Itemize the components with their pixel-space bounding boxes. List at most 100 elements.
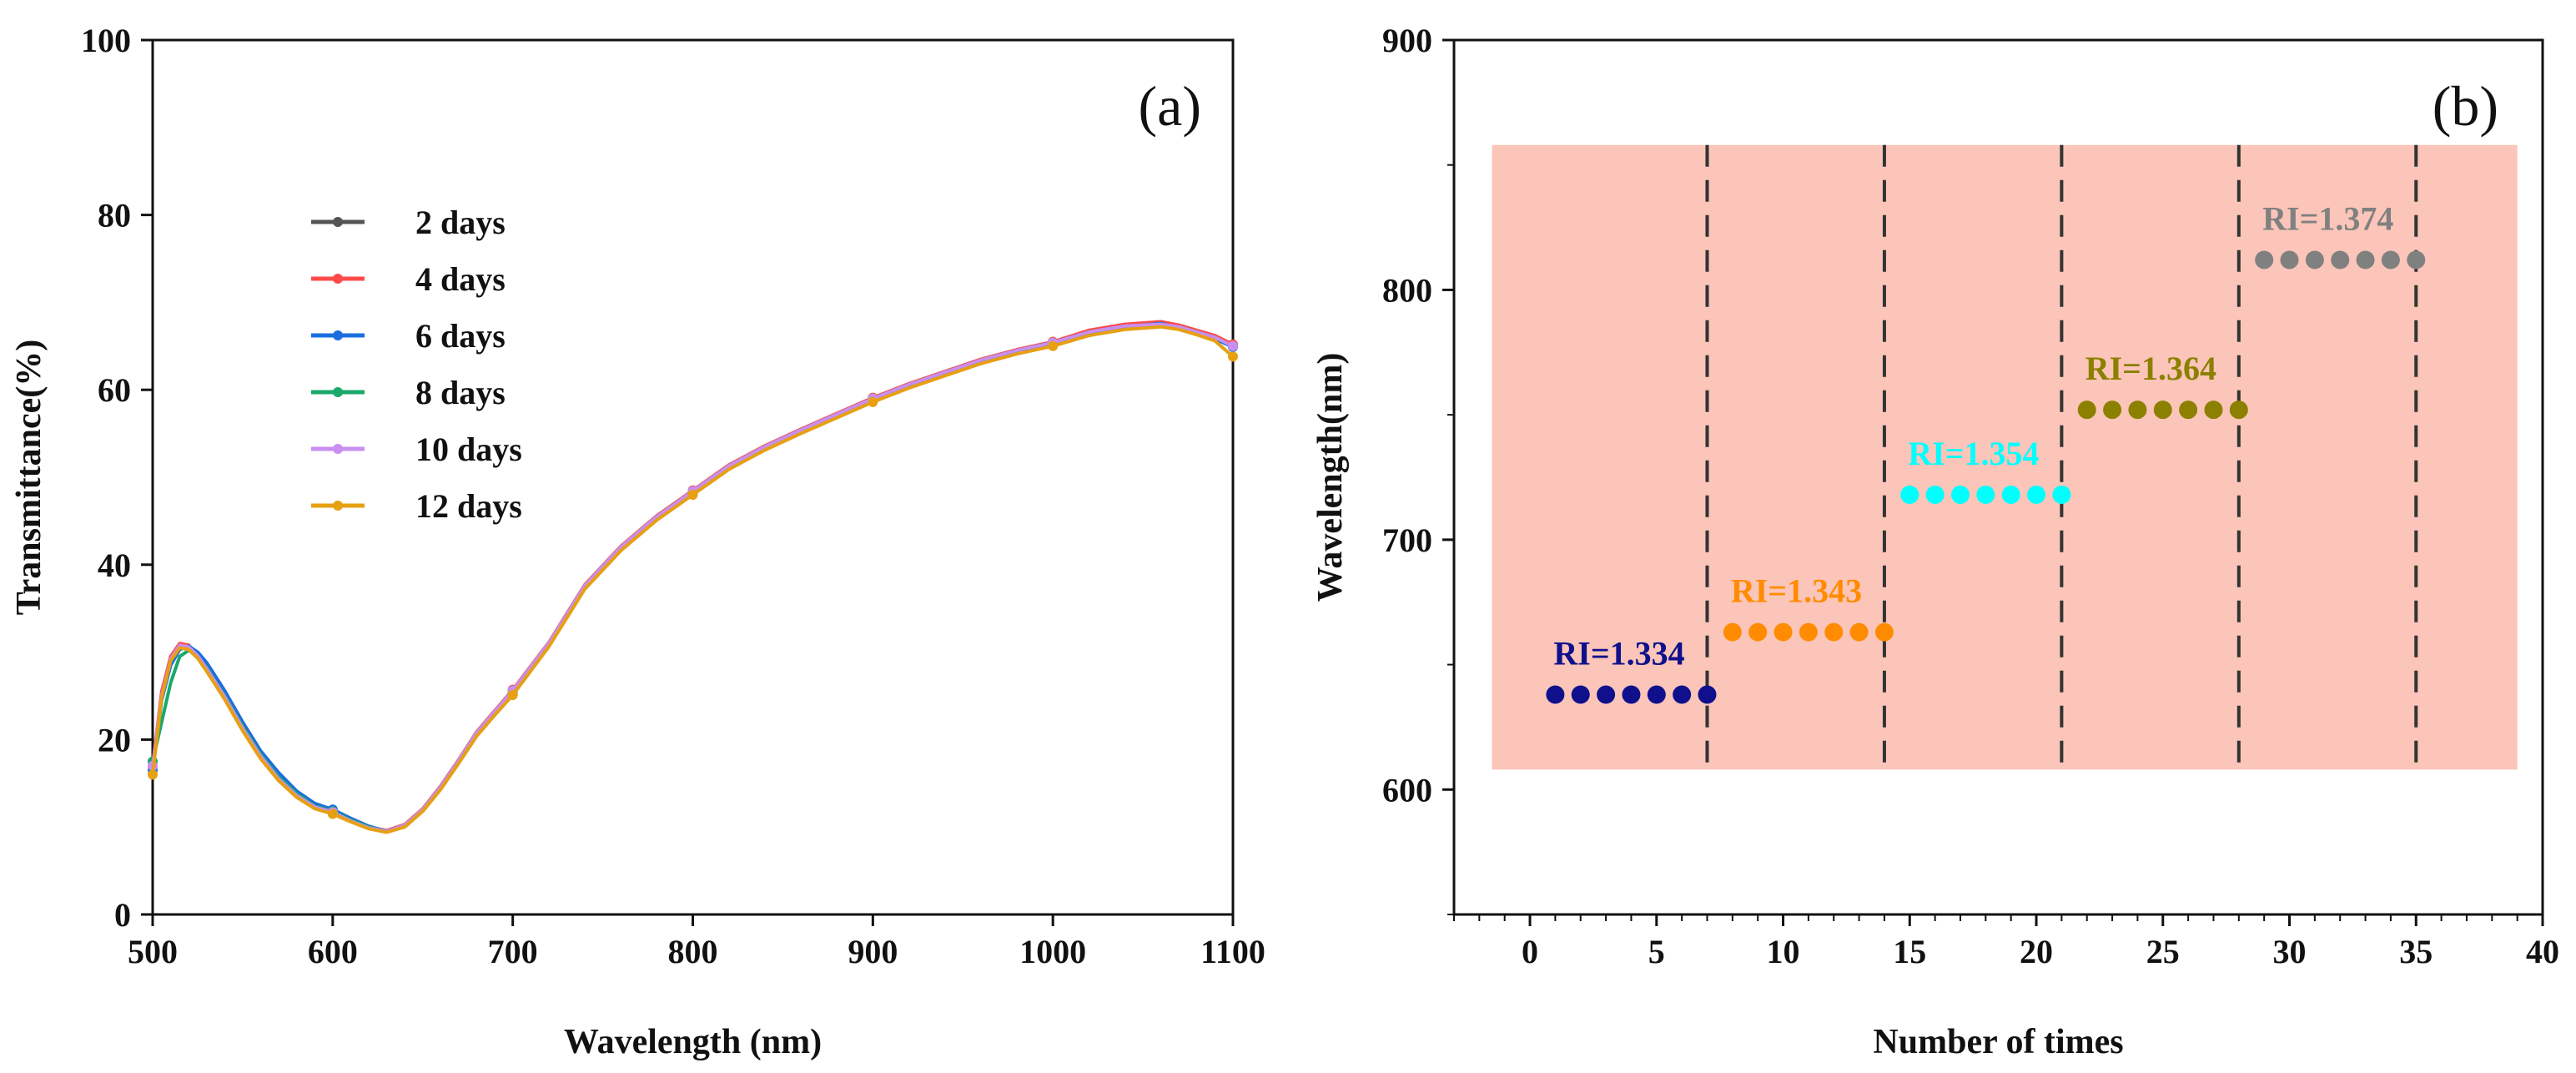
legend-label: 6 days — [415, 317, 506, 355]
series-line-4-days — [151, 320, 1234, 833]
legend-marker — [333, 330, 343, 340]
x-axis-title-b: Number of times — [1873, 1023, 2123, 1061]
ri-label: RI=1.334 — [1553, 635, 1684, 673]
ri-label: RI=1.343 — [1731, 572, 1862, 610]
y-axis-title-b: Wavelength(nm) — [1311, 353, 1350, 602]
series-marker — [148, 769, 158, 780]
data-point — [2204, 400, 2223, 420]
data-point — [1571, 685, 1590, 704]
data-point — [1950, 485, 1970, 504]
x-tick-label-a: 600 — [308, 933, 358, 970]
x-tick-label-a: 1100 — [1200, 933, 1265, 970]
data-point — [2305, 250, 2324, 270]
y-tick-label-a: 20 — [98, 721, 131, 758]
y-tick-label-a: 0 — [114, 896, 131, 934]
plot-frame-a — [151, 38, 1235, 916]
panel-b: 0 5 10 15 20 25 30 35 40 600 700 800 900 Number of ti… — [1311, 22, 2559, 1061]
data-point — [1647, 685, 1666, 704]
series-line-8-days — [151, 322, 1234, 834]
series-marker — [1228, 351, 1238, 362]
data-point — [1673, 685, 1692, 704]
series-marker — [1048, 340, 1059, 351]
data-point — [1597, 685, 1616, 704]
y-tick-label-a: 60 — [98, 371, 131, 409]
data-point — [2255, 250, 2274, 270]
data-point — [1546, 685, 1565, 704]
x-tick-label-b: 30 — [2273, 933, 2307, 970]
plot-frame-b — [1452, 38, 2544, 916]
legend-label: 8 days — [415, 374, 506, 411]
data-point — [1723, 622, 1742, 642]
data-point — [2179, 400, 2198, 420]
data-point — [2229, 400, 2248, 420]
data-point — [1900, 485, 1919, 504]
data-point — [2153, 400, 2172, 420]
y-axis-title-a: Transmittance(%) — [10, 340, 48, 615]
series-marker — [1228, 340, 1238, 351]
data-point — [1799, 622, 1818, 642]
y-tick-label-b: 600 — [1382, 771, 1432, 809]
y-tick-label-b: 800 — [1382, 271, 1432, 309]
series-line-12-days — [151, 325, 1235, 834]
x-tick-label-a: 800 — [668, 933, 718, 970]
x-tick-label-b: 40 — [2526, 933, 2559, 970]
panel-tag-a: (a) — [1139, 74, 1201, 138]
data-point — [1824, 622, 1844, 642]
panel-tag-b: (b) — [2433, 74, 2498, 138]
data-point — [1874, 622, 1894, 642]
panel-a: 500 600 700 800 900 1000 1100 0 20 40 60 80 100 Wavel… — [10, 22, 1265, 1061]
data-point — [1849, 622, 1869, 642]
shaded-region — [1492, 144, 2518, 770]
data-point — [2103, 400, 2122, 420]
x-tick-label-b: 0 — [1522, 933, 1538, 970]
x-tick-label-b: 35 — [2399, 933, 2433, 970]
data-point — [2001, 485, 2020, 504]
series-line-6-days — [151, 321, 1234, 834]
data-point — [2381, 250, 2400, 270]
x-tick-label-a: 700 — [488, 933, 538, 970]
legend-marker — [333, 501, 343, 511]
legend-marker — [333, 274, 343, 284]
data-point — [2077, 400, 2096, 420]
series-marker — [507, 689, 518, 700]
ri-label: RI=1.364 — [2085, 350, 2216, 387]
data-point — [2052, 485, 2071, 504]
x-tick-label-a: 900 — [848, 933, 898, 970]
data-point — [1748, 622, 1768, 642]
data-point — [2407, 250, 2426, 270]
data-point — [2128, 400, 2147, 420]
data-point — [1925, 485, 1945, 504]
x-tick-label-a: 500 — [128, 933, 178, 970]
x-tick-label-b: 15 — [1893, 933, 1926, 970]
data-point — [1622, 685, 1641, 704]
x-tick-label-b: 5 — [1648, 933, 1665, 970]
x-tick-label-a: 1000 — [1019, 933, 1086, 970]
series-marker — [868, 396, 878, 407]
y-tick-label-a: 40 — [98, 547, 131, 584]
legend-marker — [333, 217, 343, 227]
legend-marker — [333, 387, 343, 397]
series-line-10-days — [151, 322, 1234, 834]
legend-label: 4 days — [415, 260, 506, 298]
x-tick-label-b: 20 — [2020, 933, 2053, 970]
data-point — [2027, 485, 2046, 504]
data-point — [2331, 250, 2350, 270]
y-tick-label-b: 700 — [1382, 521, 1432, 559]
legend-marker — [333, 444, 343, 454]
ri-label: RI=1.354 — [1908, 435, 2039, 472]
legend-label: 12 days — [415, 487, 522, 525]
y-tick-label-b: 900 — [1382, 22, 1432, 59]
x-axis-title-a: Wavelength (nm) — [564, 1023, 822, 1061]
ri-label: RI=1.374 — [2262, 199, 2393, 237]
data-point — [2280, 250, 2299, 270]
legend-label: 10 days — [415, 431, 522, 468]
y-tick-label-a: 100 — [81, 22, 131, 59]
x-tick-label-b: 25 — [2146, 933, 2180, 970]
x-tick-label-b: 10 — [1767, 933, 1800, 970]
series-marker — [687, 489, 698, 500]
series-line-2-days — [151, 322, 1234, 834]
legend-label: 2 days — [415, 204, 506, 241]
data-point — [1698, 685, 1717, 704]
data-point — [1774, 622, 1793, 642]
